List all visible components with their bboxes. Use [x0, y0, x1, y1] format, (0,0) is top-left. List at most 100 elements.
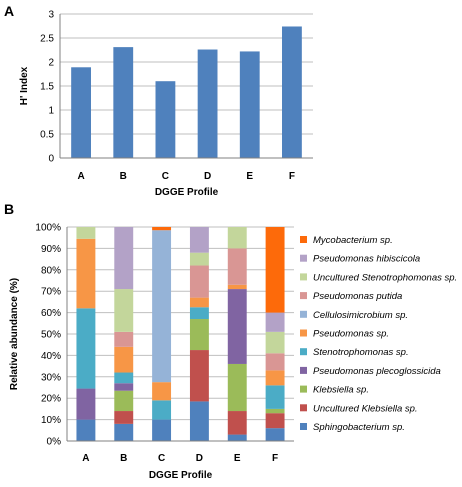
chart-b-y-tick-label: 20% — [41, 394, 61, 405]
chart-b-bar-segment — [114, 423, 134, 441]
legend-swatch — [300, 273, 307, 281]
chart-b-bar-segment — [76, 227, 96, 239]
chart-a-x-tick-label: F — [289, 171, 295, 182]
legend-swatch — [300, 329, 307, 337]
legend-swatch — [300, 423, 307, 430]
legend-swatch — [300, 348, 307, 356]
chart-b-bar-segment — [265, 312, 285, 332]
chart-b-bar-segment — [76, 238, 96, 309]
chart-b-y-tick-label: 80% — [41, 265, 61, 276]
legend-label: Uncultured Stenotrophomonas sp. — [313, 272, 457, 283]
chart-b-bar-segment — [114, 390, 134, 412]
chart-b-bar-segment — [189, 319, 209, 351]
chart-b-bars — [76, 227, 285, 441]
chart-b: 0%10%20%30%40%50%60%70%80%90%100%A B C D E F … — [9, 223, 457, 482]
chart-b-x-tick-label: C — [158, 453, 165, 464]
chart-b-bar-segment — [265, 385, 285, 409]
chart-b-y-tick-label: 40% — [41, 351, 61, 362]
legend-label: Pseudomonas hibiscicola — [313, 254, 420, 265]
chart-a-y-tick-label: 2 — [48, 58, 54, 69]
chart-a-bars — [71, 26, 302, 159]
chart-a-bar — [197, 49, 218, 158]
chart-b-bar-segment — [189, 350, 209, 402]
legend-label: Uncultured Klebsiella sp. — [313, 403, 418, 414]
chart-b-bar-segment — [227, 227, 247, 249]
chart-b-bar-segment — [227, 434, 247, 441]
chart-b-bar-segment — [152, 382, 172, 401]
chart-a-bar — [71, 67, 91, 158]
chart-b-bar-segment — [227, 363, 247, 412]
chart-b-y-tick-label: 60% — [41, 308, 61, 319]
chart-b-grid — [67, 226, 294, 442]
chart-b-bar-segment — [189, 265, 209, 298]
legend-label: Sphingobacterium sp. — [313, 422, 405, 433]
chart-b-bar-segment — [114, 411, 134, 424]
legend-label: Cellulosimicrobium sp. — [313, 310, 408, 321]
chart-b-x-tick-label: F — [272, 453, 278, 464]
chart-b-x-tick-label: A — [82, 453, 89, 464]
legend-swatch — [300, 310, 307, 318]
chart-a-bar — [239, 51, 260, 158]
chart-b-bar-segment — [114, 346, 134, 373]
legend-swatch — [300, 366, 307, 374]
chart-a-x-axis-title: DGGE Profile — [155, 187, 219, 198]
chart-b-bar-segment — [76, 308, 96, 389]
chart-b-bar-segment — [265, 408, 285, 414]
chart-b-bar-segment — [152, 400, 172, 420]
chart-b-y-tick-label: 10% — [41, 415, 61, 426]
legend-swatch — [300, 292, 307, 300]
chart-a-bar — [282, 26, 302, 159]
legend-swatch — [300, 404, 307, 412]
chart-b-bar-segment — [265, 370, 285, 386]
legend-label: Mycobacterium sp. — [313, 235, 393, 246]
chart-b-y-tick-label: 90% — [41, 244, 61, 255]
chart-a-y-tick-label: 0 — [48, 154, 54, 165]
chart-b-x-tick-label: E — [234, 453, 241, 464]
legend-swatch — [300, 236, 307, 243]
chart-b-bar-segment — [265, 227, 285, 313]
chart-a-y-axis-title: H' Index — [19, 66, 30, 105]
chart-b-bar-segment — [76, 419, 96, 441]
legend-label: Pseudomonas putida — [313, 291, 402, 302]
chart-b-bar-segment — [265, 428, 285, 441]
legend-label: Stenotrophomonas sp. — [313, 347, 409, 358]
chart-b-x-axis-title: DGGE Profile — [149, 470, 213, 481]
chart-b-bar-segment — [227, 284, 247, 290]
chart-b-bar-segment — [265, 331, 285, 354]
chart-a-x-tick-label: A — [77, 171, 84, 182]
chart-a-y-tick-label: 1.5 — [40, 82, 54, 93]
chart-b-bar-segment — [114, 227, 134, 290]
chart-b-bar-segment — [227, 289, 247, 364]
chart-b-bar-segment — [114, 383, 134, 391]
chart-a: 0 0.5 1 1.5 2 2.5 3 A B C D E F H' Index DGGE Profil… — [19, 10, 313, 198]
chart-b-bar-segment — [227, 411, 247, 435]
chart-b-bar-segment — [227, 248, 247, 285]
chart-b-bar-segment — [189, 252, 209, 266]
chart-b-x-tick-label: B — [120, 453, 127, 464]
chart-b-bar-segment — [265, 353, 285, 371]
chart-a-x-tick-label: D — [204, 171, 211, 182]
chart-b-legend: Mycobacterium sp. Pseudomonas hibiscicola… — [300, 235, 457, 433]
chart-b-bar-segment — [189, 297, 209, 308]
chart-b-bar-segment — [189, 401, 209, 441]
chart-b-y-tick-label: 50% — [41, 330, 61, 341]
chart-a-bar — [113, 47, 134, 159]
chart-a-y-tick-label: 0.5 — [40, 130, 54, 141]
chart-b-y-tick-label: 0% — [47, 437, 62, 448]
legend-swatch — [300, 385, 307, 393]
chart-a-y-tick-label: 2.5 — [40, 34, 54, 45]
chart-b-bar-segment — [114, 331, 134, 347]
legend-label: Pseudomonas plecoglossicida — [313, 366, 441, 377]
panel-a-letter: A — [4, 3, 14, 19]
chart-b-y-tick-label: 100% — [35, 223, 61, 234]
chart-b-bar-segment — [114, 372, 134, 384]
chart-b-y-tick-label: 30% — [41, 372, 61, 383]
chart-b-bar-segment — [265, 413, 285, 429]
chart-a-bar — [155, 81, 176, 158]
panel-b-letter: B — [4, 201, 14, 217]
chart-b-bar-segment — [114, 289, 134, 332]
chart-a-axes: 0 0.5 1 1.5 2 2.5 3 A B C D E F — [40, 10, 313, 182]
chart-b-y-axis-title: Relative abundance (%) — [9, 278, 20, 390]
chart-a-x-tick-label: C — [162, 171, 169, 182]
